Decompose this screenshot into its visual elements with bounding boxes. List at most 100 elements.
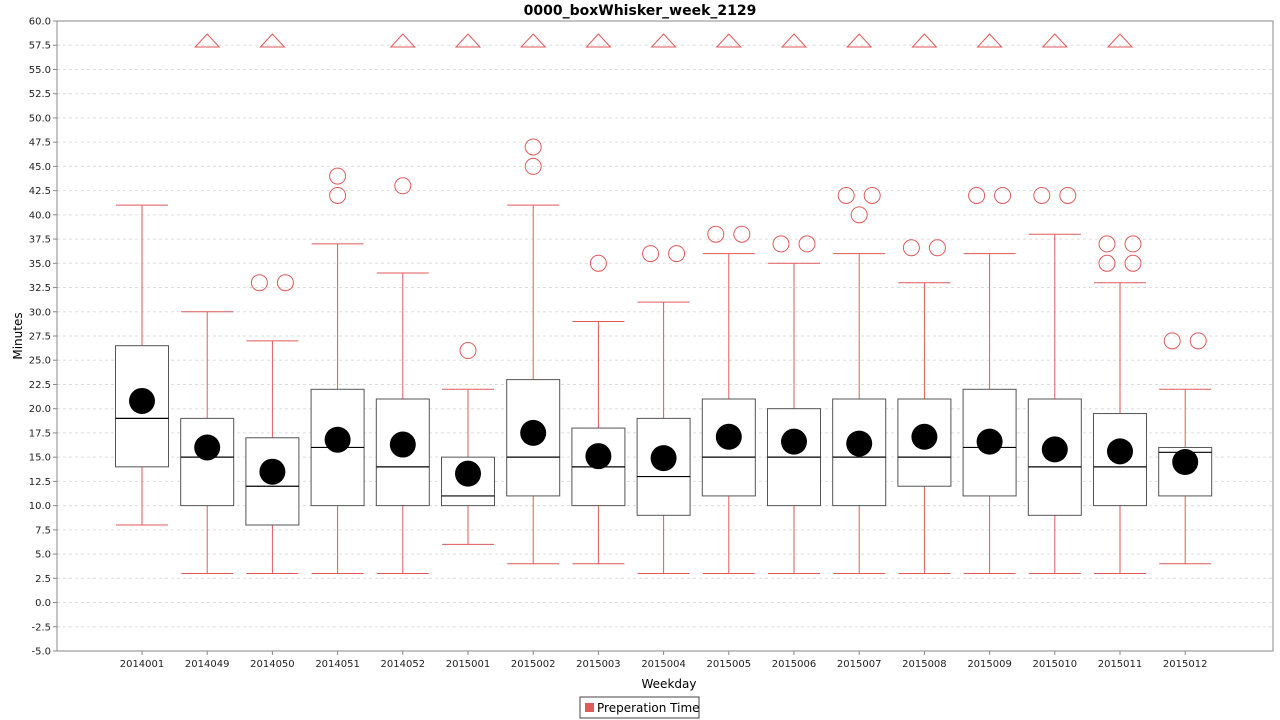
far-out-indicator (454, 33, 482, 48)
outlier-marker (994, 186, 1012, 204)
outlier-marker (733, 225, 751, 243)
outlier-marker (1059, 186, 1077, 204)
box-2014051 (310, 167, 365, 574)
outlier-marker (1124, 254, 1142, 272)
x-tick-label: 2015008 (902, 659, 947, 670)
outlier-marker (968, 186, 986, 204)
outlier-marker (1163, 332, 1181, 350)
outlier-marker (1124, 235, 1142, 253)
x-tick-label: 2015007 (837, 659, 882, 670)
x-tick-label: 2015004 (641, 659, 686, 670)
box-2014049 (180, 33, 235, 574)
outlier-marker (642, 245, 660, 263)
mean-marker (129, 387, 155, 414)
mean-marker (650, 445, 677, 472)
y-axis-label: Minutes (11, 312, 25, 359)
x-tick-label: 2015005 (707, 659, 752, 670)
mean-marker (715, 423, 742, 450)
y-tick-label: 47.5 (29, 138, 51, 149)
x-tick-label: 2014049 (185, 659, 230, 670)
legend-box (579, 696, 700, 719)
mean-marker (781, 428, 807, 455)
y-tick-label: -2.5 (31, 622, 51, 633)
outlier-marker (329, 186, 347, 204)
box-2015003 (571, 33, 626, 565)
mean-marker (455, 460, 481, 487)
mean-marker (520, 419, 547, 446)
y-tick-label: 0.0 (35, 598, 51, 609)
outlier-marker (863, 186, 881, 204)
mean-marker (259, 458, 286, 485)
box-2014052 (375, 33, 430, 574)
outlier-marker (902, 239, 920, 257)
box-body (180, 417, 235, 507)
y-tick-label: 22.5 (29, 380, 51, 391)
y-tick-label: 37.5 (29, 235, 51, 246)
chart-title: 0000_boxWhisker_week_2129 (524, 3, 757, 19)
outlier-marker (837, 186, 855, 204)
far-out-indicator (585, 33, 612, 48)
outlier-marker (524, 157, 542, 175)
y-tick-label: 27.5 (29, 332, 51, 343)
y-tick-label: 57.5 (29, 41, 51, 52)
x-tick-label: 2015001 (446, 659, 491, 670)
y-tick-label: 30.0 (29, 307, 51, 318)
y-axis-ticks: -5.0 -2.5 0.0 2.5 5.0 7.5 10.0 12.5 15.0 17.5 20.0… (29, 17, 57, 658)
far-out-indicator (976, 33, 1003, 48)
outlier-marker (1033, 186, 1051, 204)
y-tick-label: 55.0 (29, 65, 51, 76)
grid-lines (57, 20, 1273, 652)
outlier-marker (772, 235, 790, 253)
mean-marker (585, 443, 612, 470)
far-out-indicator (846, 33, 873, 48)
outlier-marker (850, 206, 868, 224)
y-tick-label: 12.5 (29, 477, 51, 488)
y-tick-label: 50.0 (29, 113, 51, 124)
far-out-indicator (194, 33, 221, 48)
x-tick-label: 2014001 (120, 659, 165, 670)
y-tick-label: 25.0 (29, 356, 51, 367)
mean-marker (911, 423, 938, 450)
box-2015006 (767, 33, 821, 574)
mean-marker (1107, 438, 1133, 465)
mean-marker (846, 430, 873, 457)
mean-marker (324, 426, 351, 453)
outlier-marker (668, 245, 686, 263)
far-out-indicator (780, 33, 808, 48)
outlier-marker (329, 167, 347, 185)
box-2015005 (701, 33, 756, 574)
outlier-marker (589, 254, 607, 272)
outlier-marker (707, 225, 725, 243)
outlier-marker (928, 239, 946, 257)
y-tick-label: 20.0 (29, 404, 51, 415)
y-tick-label: 5.0 (35, 550, 51, 561)
box-2015002 (506, 33, 561, 565)
y-tick-label: 45.0 (29, 162, 51, 173)
y-tick-label: 10.0 (29, 501, 51, 512)
x-tick-label: 2015003 (576, 659, 621, 670)
y-tick-label: 32.5 (29, 283, 51, 294)
outlier-marker (276, 274, 294, 292)
y-tick-label: 15.0 (29, 453, 51, 464)
box-2015009 (962, 33, 1017, 574)
far-out-indicator (715, 33, 742, 48)
y-tick-label: 35.0 (29, 259, 51, 270)
y-tick-label: -5.0 (31, 647, 51, 658)
legend-swatch (585, 703, 594, 712)
y-tick-label: 52.5 (29, 89, 51, 100)
y-tick-label: 2.5 (35, 574, 51, 585)
outlier-marker (1098, 254, 1116, 272)
box-2015007 (832, 33, 887, 574)
box-2014001 (115, 204, 169, 526)
x-tick-label: 2014051 (315, 659, 360, 670)
mean-marker (194, 434, 221, 461)
x-tick-label: 2015002 (511, 659, 556, 670)
y-tick-label: 17.5 (29, 428, 51, 439)
outlier-marker (1189, 332, 1207, 350)
box-2015011 (1093, 33, 1147, 574)
box-2015004 (636, 33, 691, 574)
outlier-marker (394, 177, 412, 195)
outlier-marker (459, 342, 477, 360)
box-2015010 (1027, 33, 1082, 574)
